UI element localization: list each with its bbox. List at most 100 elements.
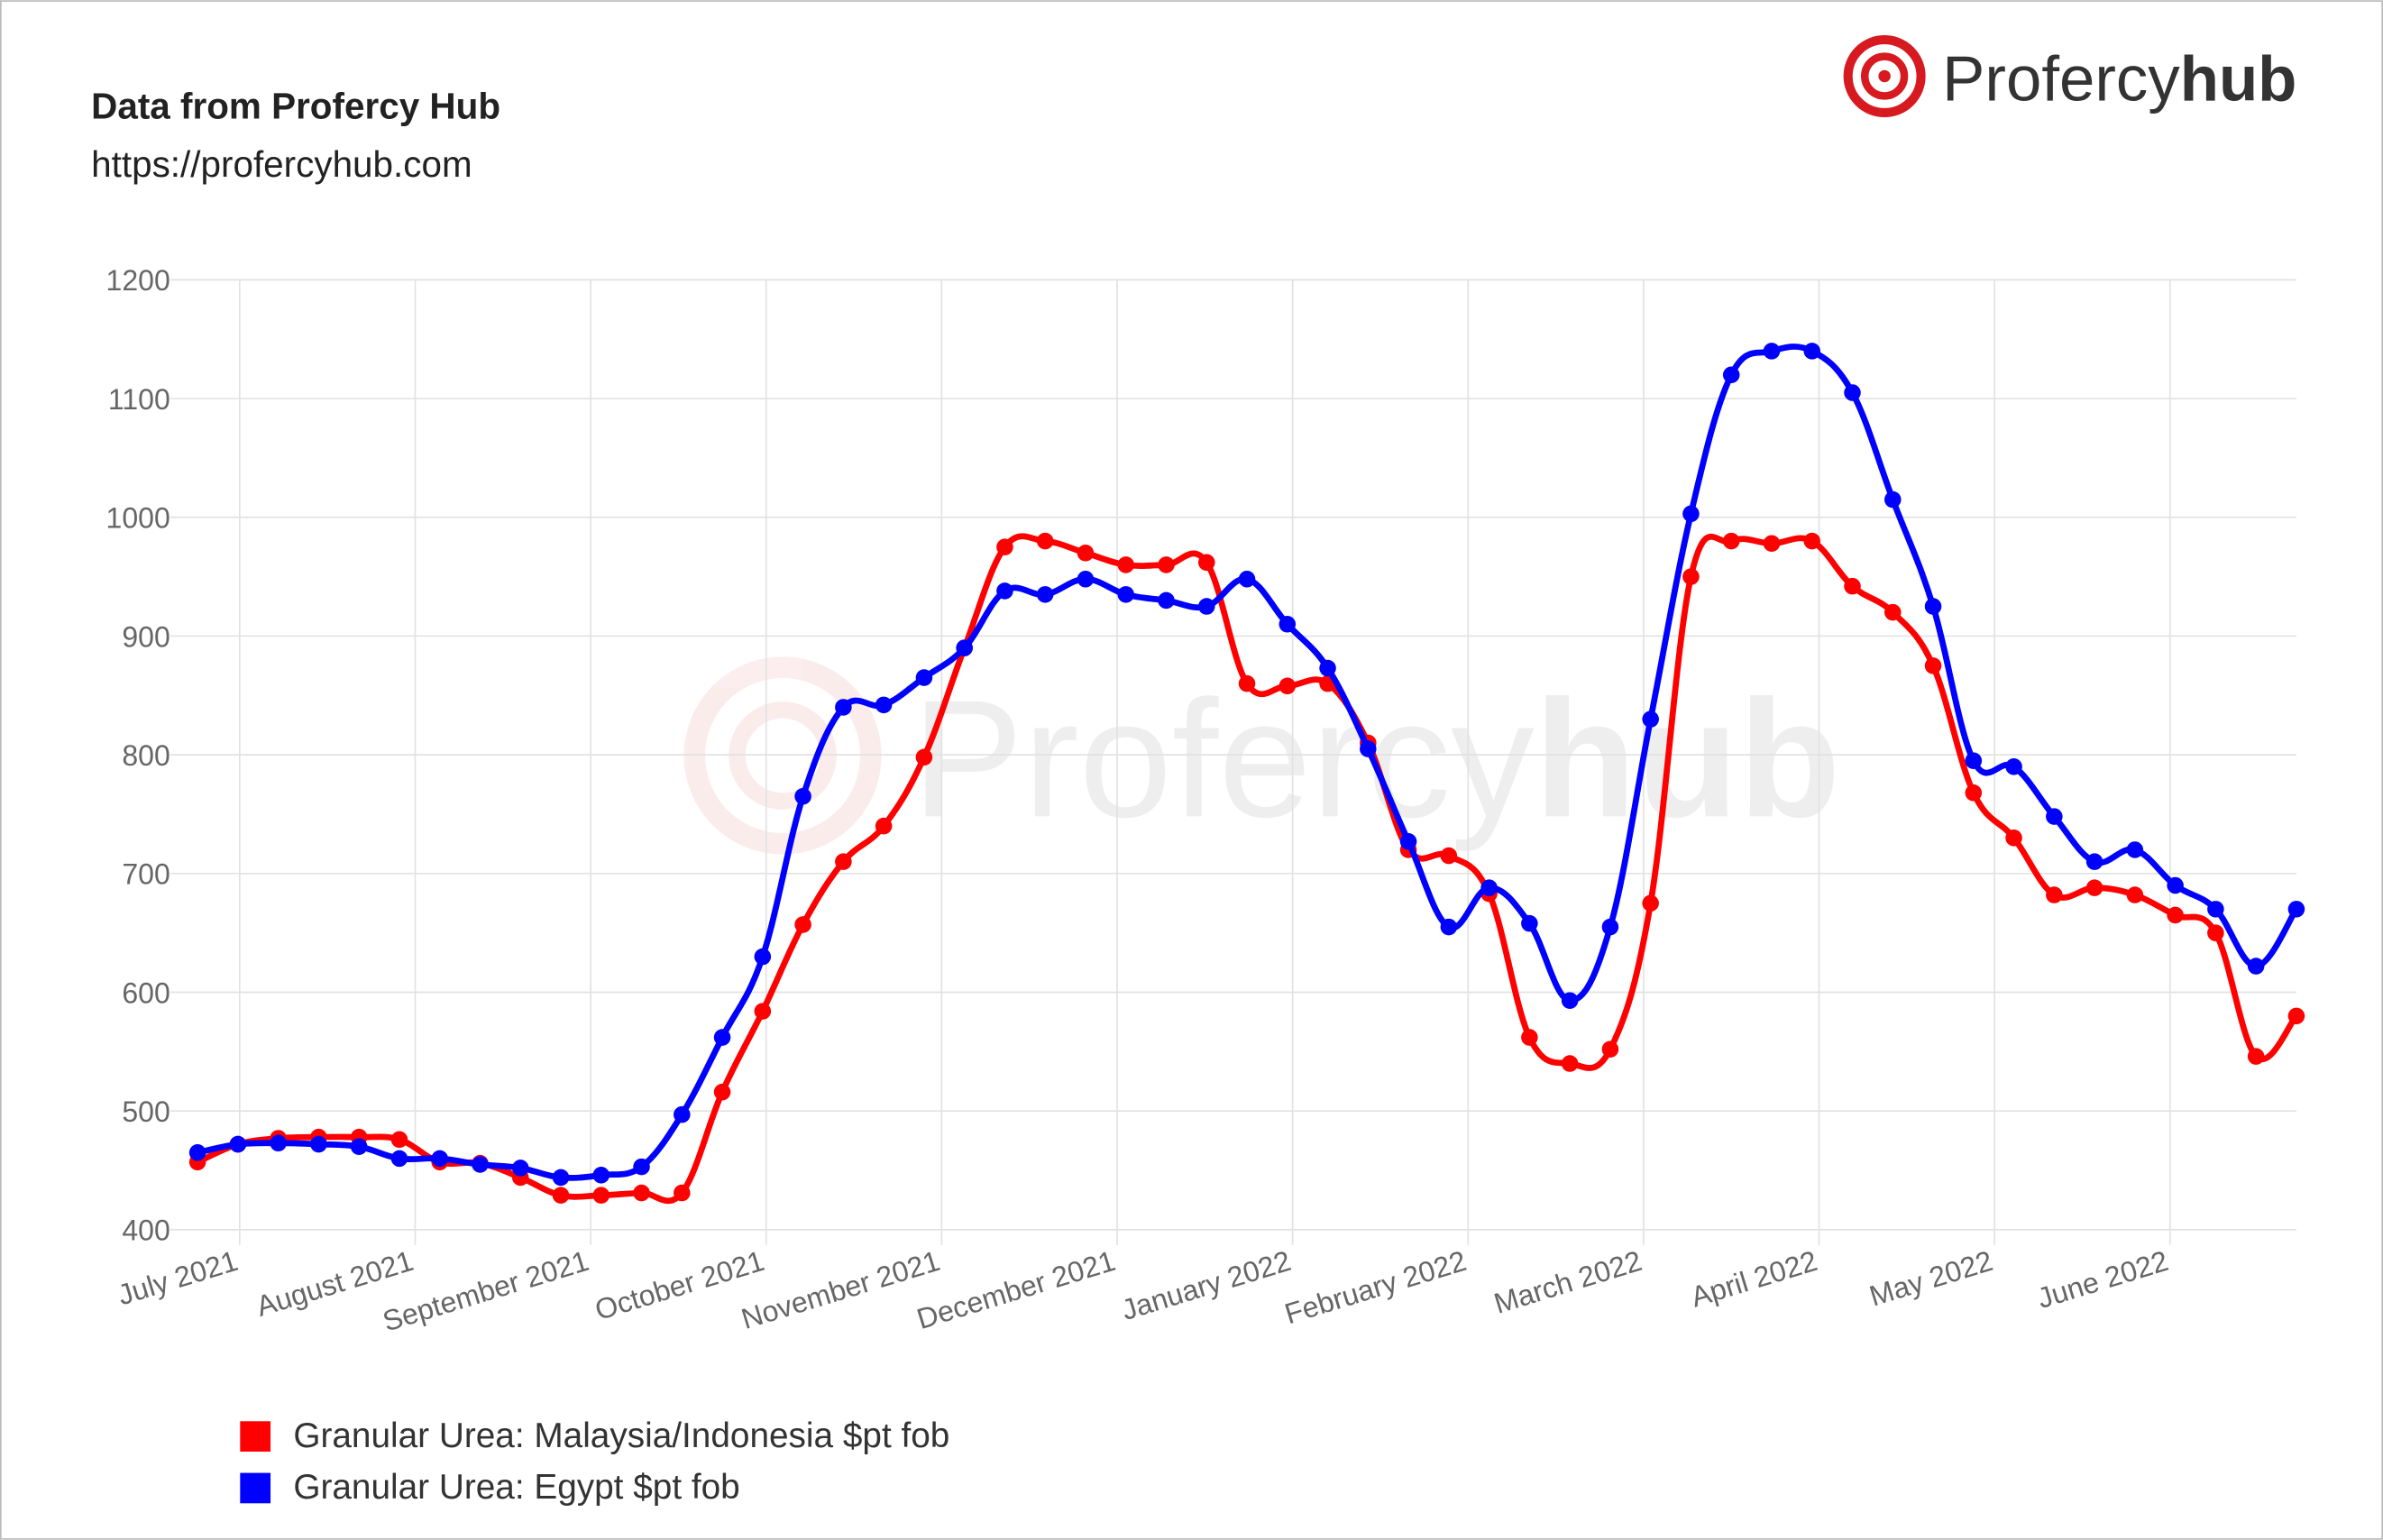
data-point — [996, 538, 1013, 555]
y-tick-label: 800 — [122, 739, 170, 772]
data-point — [2207, 924, 2224, 941]
data-point — [1158, 556, 1175, 573]
data-point — [1682, 505, 1700, 523]
y-tick-label: 1100 — [108, 383, 170, 416]
data-point — [1399, 833, 1417, 850]
data-point — [350, 1138, 368, 1155]
y-tick-label: 500 — [122, 1095, 170, 1128]
data-point — [1197, 598, 1215, 615]
data-point — [2287, 901, 2305, 918]
data-point — [1722, 532, 1740, 550]
data-point — [472, 1156, 489, 1173]
logo-icon — [1878, 69, 1891, 83]
data-point — [915, 669, 933, 686]
data-point — [270, 1134, 287, 1152]
y-tick-label: 700 — [122, 858, 170, 891]
data-point — [754, 1003, 772, 1020]
data-point — [390, 1150, 408, 1168]
watermark-text: Profercyhub — [912, 665, 1840, 852]
y-tick-label: 1000 — [106, 502, 170, 535]
data-point — [2126, 886, 2144, 903]
data-point — [1642, 894, 1659, 912]
logo-name: Profercy — [1942, 43, 2180, 115]
logo-suffix: hub — [2180, 43, 2297, 115]
logo-text: Profercyhub — [1942, 43, 2296, 115]
data-point — [674, 1105, 691, 1123]
data-point — [1883, 490, 1902, 509]
data-point — [633, 1184, 650, 1202]
data-point — [1521, 1029, 1538, 1046]
data-point — [2085, 853, 2103, 870]
y-tick-label: 400 — [122, 1215, 170, 1247]
logo: Profercyhub — [1843, 35, 2296, 118]
y-tick-label: 1200 — [106, 264, 170, 297]
data-point — [2167, 876, 2184, 894]
data-point — [835, 853, 852, 870]
watermark-name: Profercy — [912, 665, 1535, 852]
legend-label: Granular Urea: Malaysia/Indonesia $pt fo… — [293, 1416, 949, 1455]
data-point — [1883, 603, 1902, 621]
data-point — [2167, 906, 2184, 924]
data-point — [1158, 591, 1175, 610]
y-tick-label: 600 — [122, 976, 170, 1009]
data-point — [2207, 901, 2224, 918]
data-point — [1521, 914, 1538, 932]
data-point — [511, 1160, 529, 1177]
data-point — [1480, 879, 1498, 896]
data-point — [1036, 532, 1054, 550]
data-point — [2126, 841, 2144, 858]
data-point — [188, 1144, 206, 1161]
data-point — [1763, 535, 1781, 553]
data-point — [1965, 784, 1983, 802]
data-point — [1077, 570, 1095, 588]
data-point — [1440, 847, 1458, 865]
data-point — [431, 1150, 448, 1168]
data-point — [1601, 1040, 1619, 1058]
data-point — [633, 1158, 650, 1176]
data-point — [1319, 659, 1336, 677]
data-point — [1763, 343, 1781, 360]
data-point — [1117, 556, 1134, 573]
data-point — [2005, 758, 2022, 775]
data-point — [1561, 1055, 1579, 1072]
chart-title: Data from Profercy Hub — [91, 86, 500, 127]
data-point — [2046, 808, 2063, 825]
legend-swatch — [240, 1421, 271, 1452]
data-point — [1279, 616, 1297, 633]
data-point — [1844, 384, 1861, 401]
data-point — [1924, 657, 1942, 674]
y-tick-label: 900 — [122, 620, 170, 653]
data-point — [1279, 677, 1297, 695]
data-point — [1036, 586, 1054, 603]
watermark: Profercyhub — [683, 656, 1840, 855]
data-point — [794, 787, 811, 805]
data-point — [1722, 366, 1740, 384]
data-point — [713, 1083, 731, 1101]
data-point — [2247, 958, 2265, 975]
logo-icon — [1861, 52, 1909, 100]
data-point — [2085, 879, 2103, 896]
data-point — [2046, 886, 2063, 903]
data-point — [390, 1131, 408, 1149]
data-point — [1682, 568, 1700, 585]
legend: Granular Urea: Malaysia/Indonesia $pt fo… — [240, 1416, 949, 1507]
data-point — [1642, 710, 1659, 728]
data-point — [1238, 674, 1256, 692]
data-point — [915, 748, 933, 766]
data-point — [1803, 532, 1821, 550]
watermark-suffix: hub — [1535, 665, 1841, 852]
data-point — [1561, 992, 1579, 1010]
data-point — [1238, 570, 1256, 588]
legend-swatch — [240, 1472, 271, 1504]
data-point — [996, 582, 1013, 600]
data-point — [1924, 598, 1942, 615]
data-point — [2247, 1048, 2265, 1065]
data-point — [310, 1135, 327, 1153]
legend-label: Granular Urea: Egypt $pt fob — [293, 1468, 739, 1507]
data-point — [552, 1187, 570, 1204]
data-point — [674, 1184, 691, 1202]
data-point — [552, 1169, 570, 1187]
data-point — [875, 817, 893, 835]
data-point — [1117, 586, 1134, 603]
